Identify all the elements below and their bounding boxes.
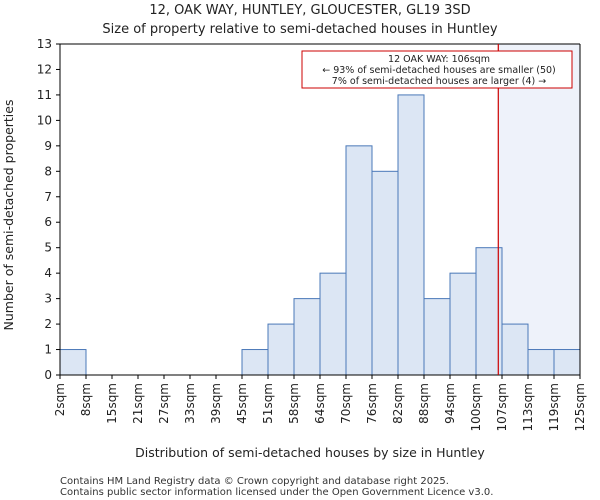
- x-tick-label: 119sqm: [547, 383, 561, 431]
- histogram-bar: [371, 170, 399, 376]
- y-tick-label: 8: [44, 164, 52, 178]
- highlight-region: [498, 44, 580, 375]
- chart-subtitle: Size of property relative to semi-detach…: [102, 22, 497, 37]
- x-tick-label: 94sqm: [443, 383, 457, 424]
- histogram-bar: [241, 349, 269, 376]
- histogram-bar: [501, 323, 529, 376]
- histogram-bar: [319, 272, 347, 376]
- x-axis-label: Distribution of semi-detached houses by …: [135, 445, 485, 460]
- y-tick-label: 1: [44, 343, 52, 357]
- x-tick-label: 88sqm: [417, 383, 431, 424]
- x-tick-label: 125sqm: [573, 383, 587, 431]
- histogram-bar: [423, 298, 451, 376]
- histogram-bar: [553, 349, 581, 376]
- chart-title: 12, OAK WAY, HUNTLEY, GLOUCESTER, GL19 3…: [149, 3, 470, 18]
- y-tick-label: 7: [44, 190, 52, 204]
- histogram-bar: [59, 349, 87, 376]
- y-tick-label: 6: [44, 215, 52, 229]
- histogram-bar: [293, 298, 321, 376]
- y-tick-label: 4: [44, 266, 52, 280]
- x-tick-label: 107sqm: [495, 383, 509, 431]
- y-axis-label: Number of semi-detached properties: [1, 100, 16, 331]
- x-tick-label: 82sqm: [391, 383, 405, 424]
- annotation-line-3: 7% of semi-detached houses are larger (4…: [332, 76, 546, 87]
- x-tick-label: 51sqm: [261, 383, 275, 424]
- x-tick-label: 8sqm: [79, 383, 93, 416]
- x-tick-label: 64sqm: [313, 383, 327, 424]
- annotation-line-2: ← 93% of semi-detached houses are smalle…: [322, 65, 556, 76]
- histogram-bar: [345, 145, 373, 376]
- y-tick-label: 11: [37, 88, 52, 102]
- y-tick-label: 2: [44, 317, 52, 331]
- y-tick-label: 5: [44, 241, 52, 255]
- x-tick-label: 58sqm: [287, 383, 301, 424]
- x-tick-label: 45sqm: [235, 383, 249, 424]
- x-tick-label: 113sqm: [521, 383, 535, 431]
- annotation-box: [301, 50, 573, 89]
- histogram-bar: [475, 247, 503, 376]
- histogram-bar: [449, 272, 477, 376]
- histogram-bar: [397, 94, 425, 376]
- footer-line-1: Contains HM Land Registry data © Crown c…: [60, 476, 449, 487]
- histogram-bar: [527, 349, 555, 376]
- x-tick-label: 21sqm: [131, 383, 145, 424]
- x-tick-label: 39sqm: [209, 383, 223, 424]
- x-tick-label: 70sqm: [339, 383, 353, 424]
- y-tick-label: 0: [44, 368, 52, 382]
- y-tick-label: 12: [37, 62, 52, 76]
- x-tick-label: 76sqm: [365, 383, 379, 424]
- x-tick-label: 2sqm: [53, 383, 67, 416]
- y-tick-label: 3: [44, 292, 52, 306]
- x-tick-label: 27sqm: [157, 383, 171, 424]
- x-tick-label: 15sqm: [105, 383, 119, 424]
- y-tick-label: 10: [37, 113, 52, 127]
- histogram-bar: [267, 323, 295, 376]
- y-tick-label: 9: [44, 139, 52, 153]
- x-tick-label: 100sqm: [469, 383, 483, 431]
- footer-line-2: Contains public sector information licen…: [60, 487, 493, 498]
- y-tick-label: 13: [37, 37, 52, 51]
- annotation-line-1: 12 OAK WAY: 106sqm: [388, 54, 490, 65]
- x-tick-label: 33sqm: [183, 383, 197, 424]
